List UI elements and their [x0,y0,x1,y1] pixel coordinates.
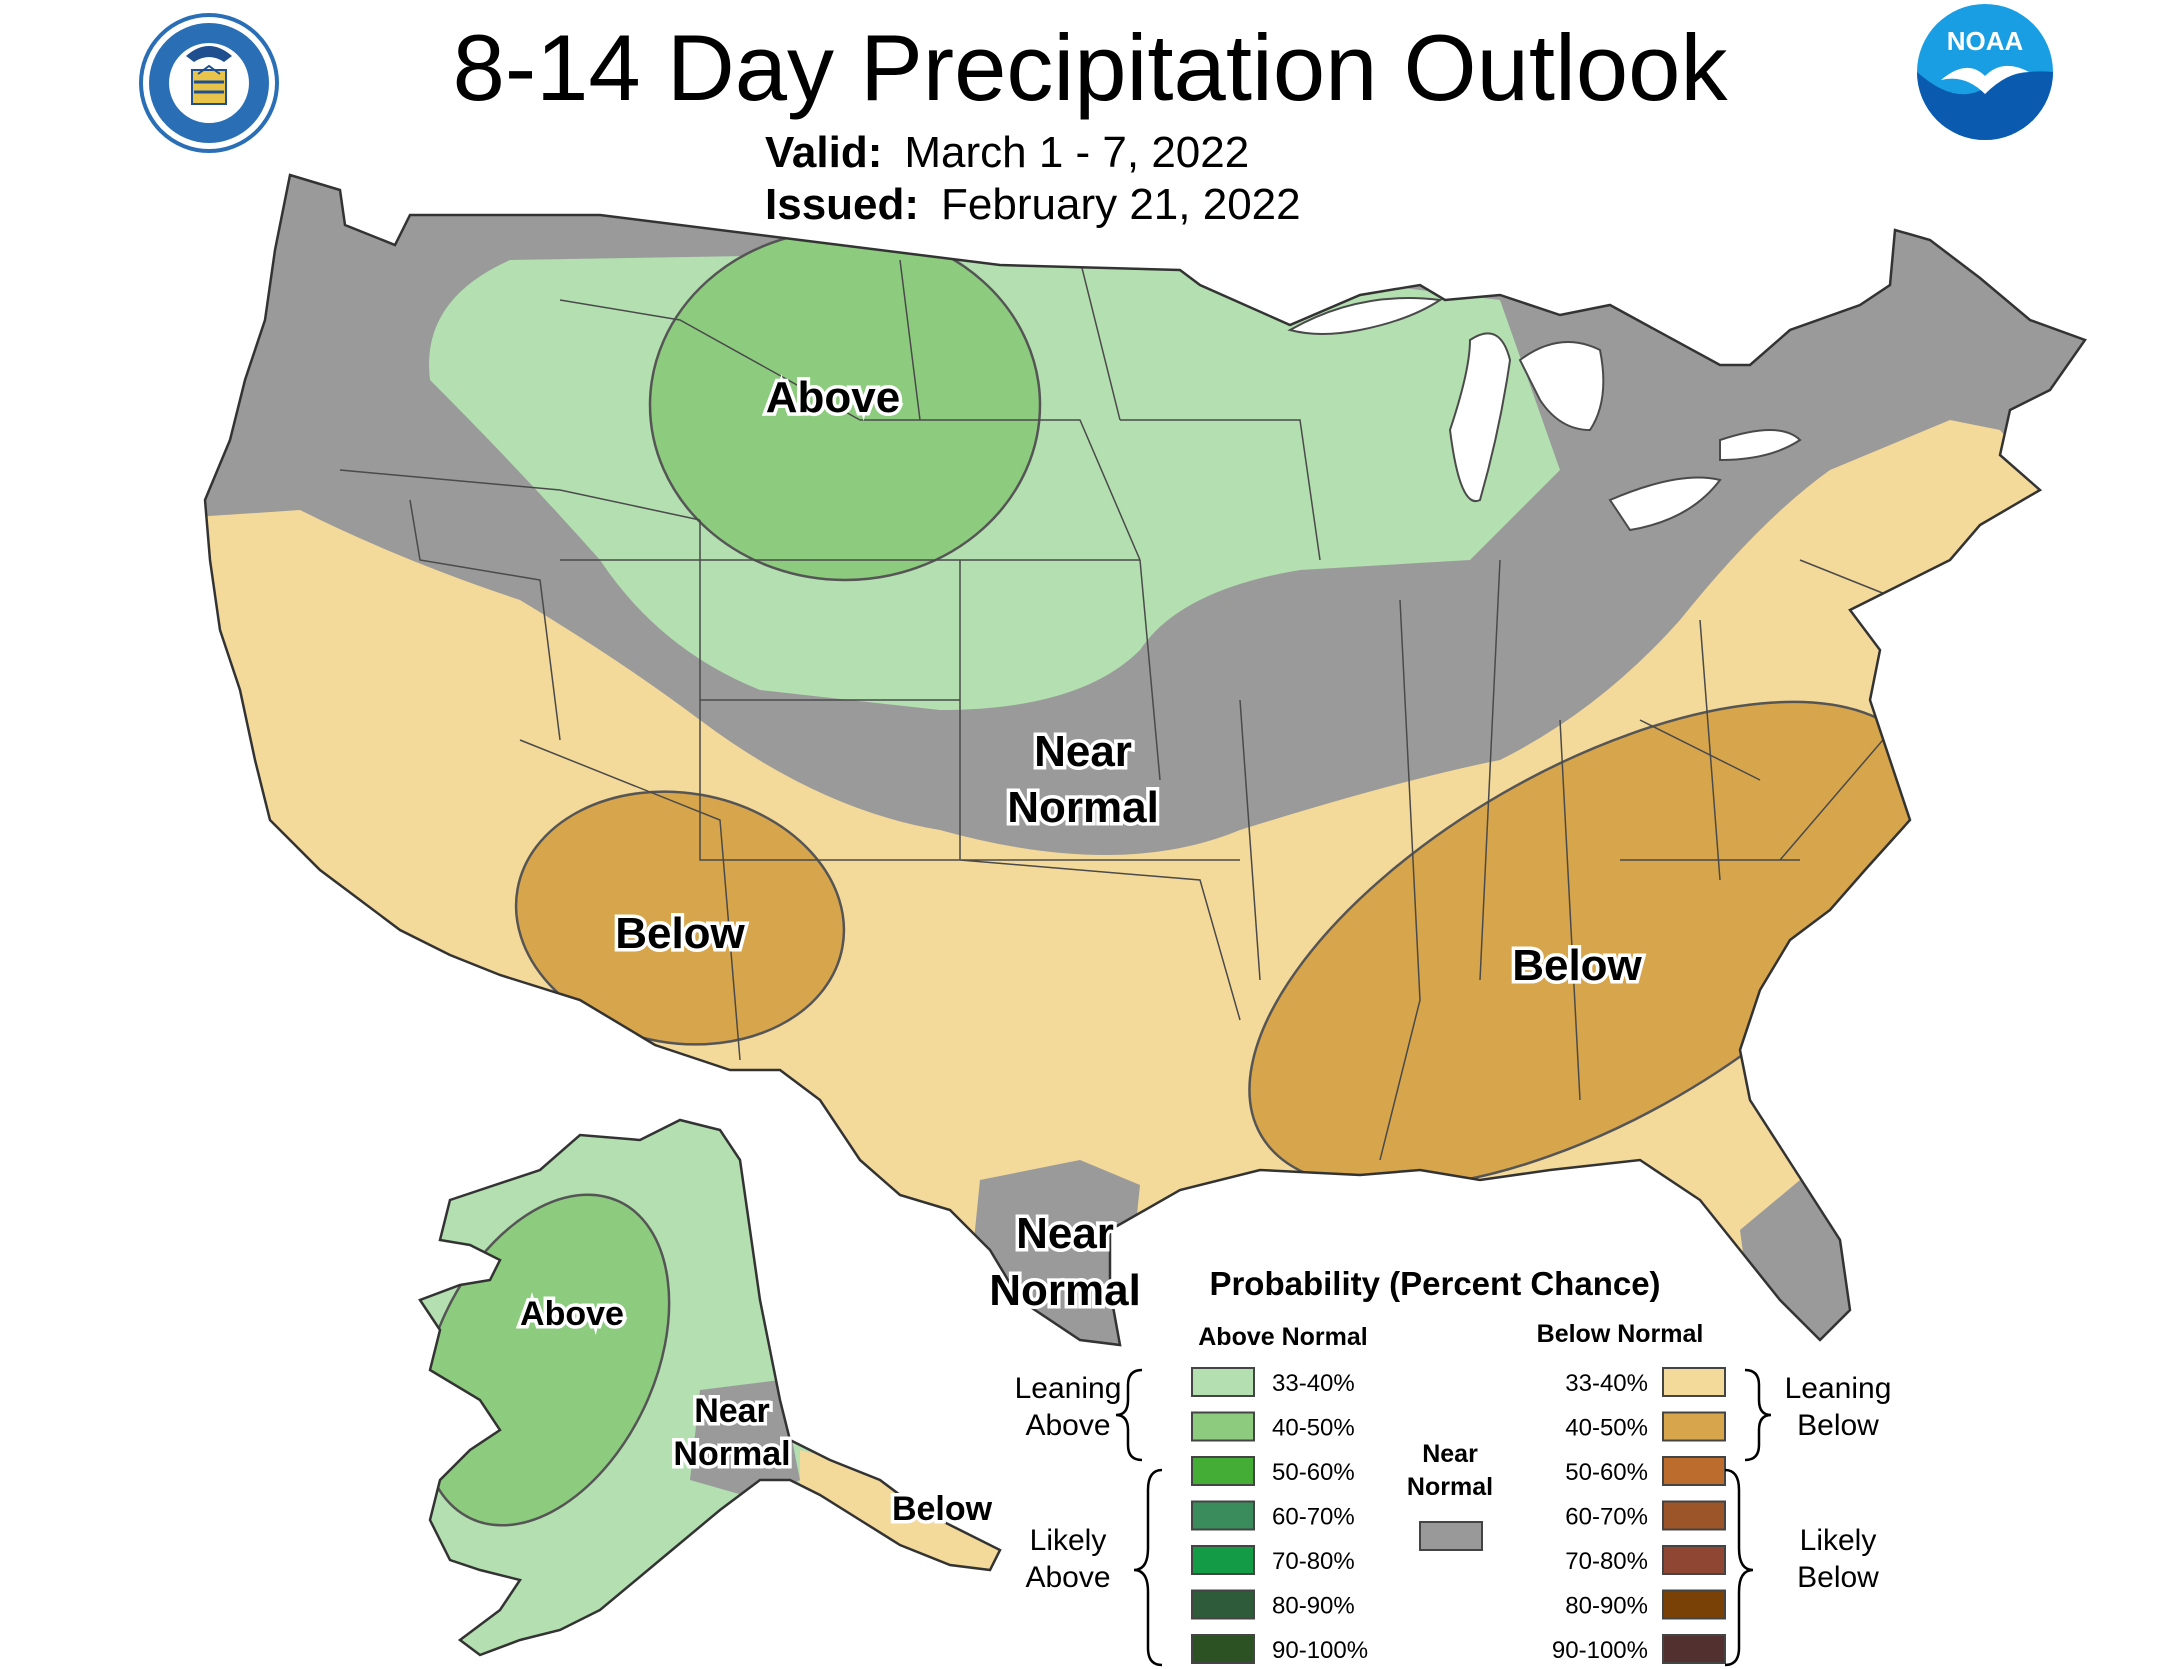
issued-label: Issued: [765,180,920,229]
alaska-near-normal-zone [690,1380,800,1500]
legend-below-label-2: 50-60% [1565,1459,1648,1486]
legend-below-label-3: 60-70% [1565,1504,1648,1531]
alaska-below-zone [800,1450,1000,1580]
state-borders [339,259,1901,1161]
great-lakes [1287,297,1802,532]
legend: Probability (Percent Chance) Above Norma… [1015,1265,1892,1667]
map-labels: Above Near Normal Below Below Near Norma… [517,370,1647,1532]
label-ak-near-line1: Near [694,1392,770,1430]
legend-above-label-2: 50-60% [1272,1459,1355,1486]
legend-above-swatch-6 [1191,1634,1255,1664]
legend-likely-below-line1: Likely [1800,1524,1877,1557]
legend-below-swatch-6 [1662,1634,1726,1664]
legend-below-swatch-2 [1662,1456,1726,1486]
legend-leaning-above-line2: Above [1025,1409,1110,1442]
legend-above-label-1: 40-50% [1272,1415,1355,1442]
legend-above-swatch-1 [1191,1411,1255,1442]
commerce-seal-logo [139,13,279,153]
legend-above-header: Above Normal [1198,1323,1367,1351]
noaa-logo: NOAA [1917,4,2053,140]
legend-near-normal-line1: Near [1422,1440,1478,1468]
label-central-near-line2: Normal [1007,783,1159,832]
legend-below-label-4: 70-80% [1565,1548,1648,1575]
legend-likely-below-line2: Below [1797,1561,1879,1594]
legend-title: Probability (Percent Chance) [1209,1265,1660,1302]
label-tx-near-line1: Near [1016,1209,1114,1258]
legend-below-label-6: 90-100% [1552,1637,1648,1664]
legend-above-swatch-3 [1191,1500,1255,1531]
legend-below-swatch-5 [1662,1589,1726,1620]
label-ak-near-line2: Normal [673,1435,790,1473]
legend-above-label-4: 70-80% [1272,1548,1355,1575]
legend-above-label-6: 90-100% [1272,1637,1368,1664]
legend-near-normal-swatch [1419,1521,1483,1551]
legend-above-swatches: 33-40% 40-50% 50-60% 60-70% 70-80% 80-90% 90-1… [1191,1367,1368,1664]
legend-below-swatch-3 [1662,1500,1726,1531]
legend-leaning-below-line1: Leaning [1785,1372,1892,1405]
valid-line: Valid: March 1 - 7, 2022 [765,128,1249,178]
issued-line: Issued: February 21, 2022 [765,180,1301,230]
label-ak-above: Above [520,1295,624,1333]
valid-label: Valid: [765,128,883,177]
legend-below-label-5: 80-90% [1565,1593,1648,1620]
legend-leaning-below-line2: Below [1797,1409,1879,1442]
legend-below-header: Below Normal [1537,1320,1704,1348]
legend-below-label-1: 40-50% [1565,1415,1648,1442]
label-north-above: Above [766,373,900,422]
legend-below-label-0: 33-40% [1565,1370,1648,1397]
legend-below-swatch-4 [1662,1545,1726,1575]
legend-below-swatches: 33-40% 40-50% 50-60% 60-70% 70-80% 80-90% 90-1… [1552,1367,1726,1664]
legend-near-normal-line2: Normal [1407,1473,1493,1501]
below-sw-zone [514,790,846,1046]
label-se-below: Below [1512,941,1642,990]
legend-above-label-3: 60-70% [1272,1504,1355,1531]
label-sw-below: Below [615,909,745,958]
legend-above-label-0: 33-40% [1272,1370,1355,1397]
legend-likely-above-line2: Above [1025,1561,1110,1594]
legend-above-swatch-2 [1191,1456,1255,1486]
legend-below-swatch-0 [1662,1367,1726,1397]
valid-value: March 1 - 7, 2022 [904,128,1250,177]
label-central-near-line1: Near [1034,727,1132,776]
legend-leaning-above-line1: Leaning [1015,1372,1122,1405]
legend-above-label-5: 80-90% [1272,1593,1355,1620]
legend-braces [1115,1368,1772,1667]
issued-value: February 21, 2022 [941,180,1301,229]
page-title: 8-14 Day Precipitation Outlook [452,15,1728,120]
label-tx-near-line2: Normal [989,1266,1141,1315]
legend-below-swatch-1 [1662,1411,1726,1442]
legend-likely-above-line1: Likely [1030,1524,1107,1557]
label-ak-below: Below [892,1490,993,1528]
legend-above-swatch-0 [1191,1367,1255,1397]
legend-above-swatch-5 [1191,1589,1255,1620]
legend-above-swatch-4 [1191,1545,1255,1575]
noaa-logo-text: NOAA [1947,26,2024,56]
